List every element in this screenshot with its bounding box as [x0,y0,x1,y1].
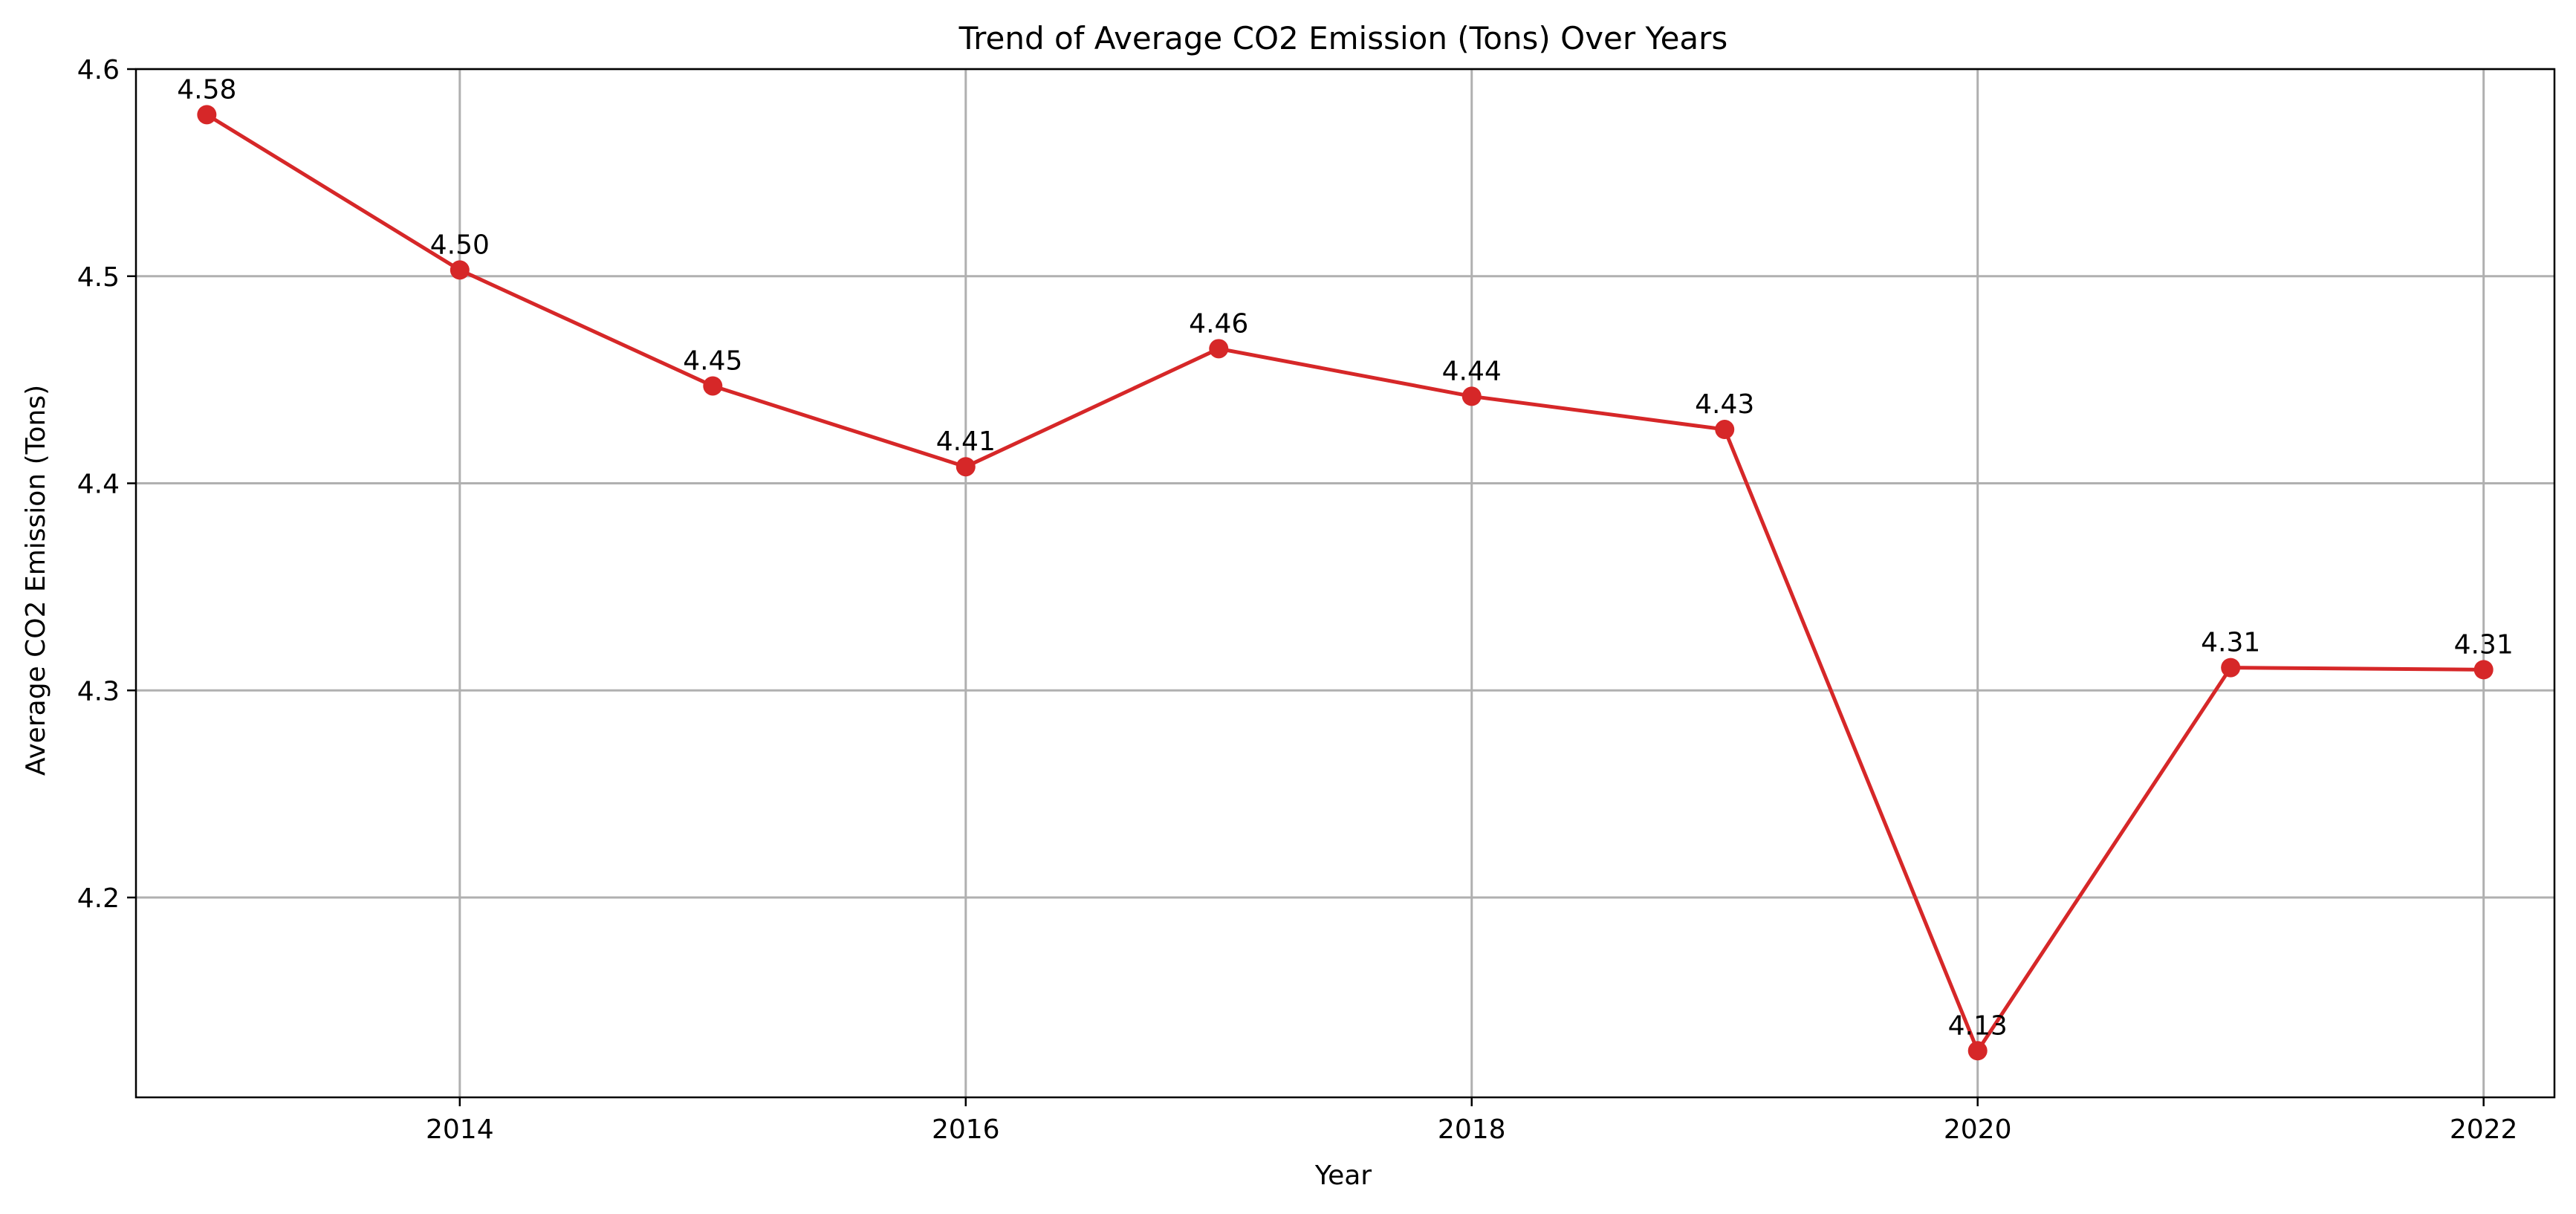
x-tick-label: 2014 [426,1114,494,1145]
y-tick-label: 4.4 [77,470,120,500]
data-point [1209,339,1229,359]
data-point [1461,386,1482,406]
x-tick-label: 2020 [1944,1114,2012,1145]
data-label: 4.44 [1442,356,1502,386]
x-tick-label: 2022 [2450,1114,2518,1145]
y-tick-label: 4.3 [77,676,120,707]
y-axis-label: Average CO2 Emission (Tons) [21,385,51,776]
data-label: 4.43 [1695,389,1754,420]
data-point [956,457,976,477]
data-point [2473,660,2494,680]
x-axis-label: Year [1314,1161,1372,1191]
x-tick-label: 2018 [1438,1114,1506,1145]
y-tick-label: 4.6 [77,55,120,85]
chart-title: Trend of Average CO2 Emission (Tons) Ove… [958,20,1728,56]
data-point [197,105,217,125]
data-label: 4.46 [1189,308,1248,339]
data-point [703,376,723,396]
data-point [1967,1041,1988,1061]
y-tick-label: 4.5 [77,262,120,293]
y-tick-label: 4.2 [77,883,120,914]
data-label: 4.50 [430,230,490,260]
series-line [204,112,2486,1053]
series-layer [197,105,2494,1061]
data-label: 4.45 [683,345,742,376]
data-point [2221,658,2241,678]
data-labels: 4.58 4.50 4.45 4.41 4.46 4.44 4.43 4.13 4.31 4.31 [177,74,2513,1041]
data-label: 4.31 [2201,628,2260,658]
data-point [1715,420,1735,440]
data-point [450,260,470,280]
axis-ticks: 2014 2016 2018 2020 2022 4.2 4.3 4.4 4.5 4.6 [77,55,2518,1145]
data-label: 4.13 [1948,1010,2008,1041]
data-label: 4.41 [936,426,996,457]
plot-area-frame [134,68,2556,1099]
data-label: 4.31 [2454,629,2514,660]
data-label: 4.58 [177,74,236,105]
x-tick-label: 2016 [932,1114,1000,1145]
